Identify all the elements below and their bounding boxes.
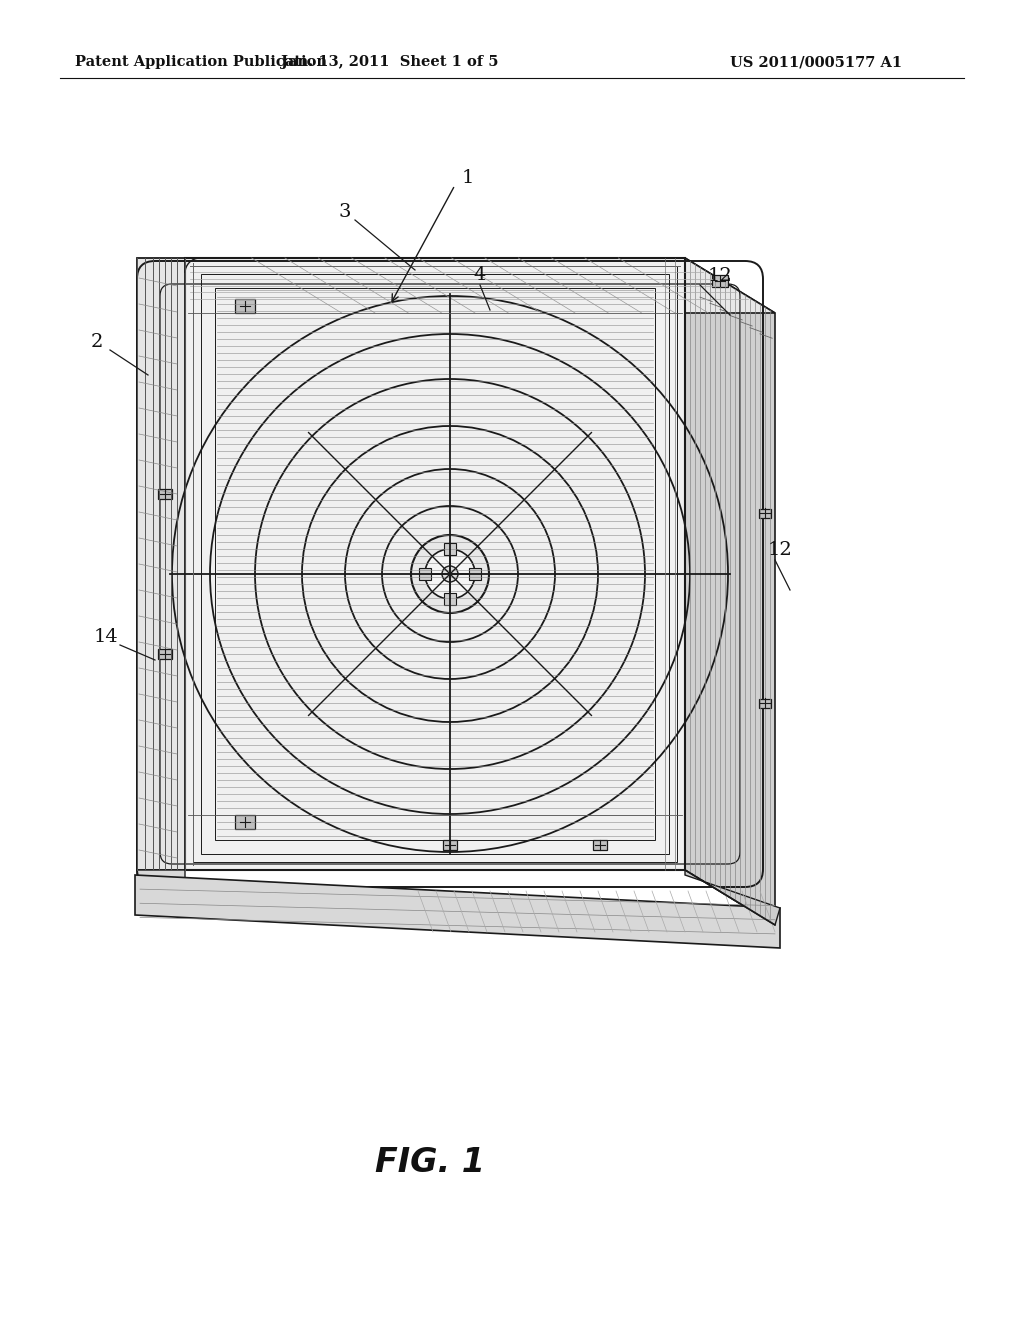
Polygon shape [685,870,780,925]
FancyBboxPatch shape [469,568,481,579]
Polygon shape [593,840,607,850]
Polygon shape [158,488,172,499]
Polygon shape [158,649,172,659]
Ellipse shape [425,549,475,599]
Text: 12: 12 [768,541,793,558]
Polygon shape [185,257,775,313]
Polygon shape [185,257,685,870]
Text: 14: 14 [93,628,119,645]
Text: 2: 2 [91,333,103,351]
Text: FIG. 1: FIG. 1 [375,1147,485,1180]
Polygon shape [759,508,771,517]
FancyBboxPatch shape [444,543,456,554]
Polygon shape [135,875,780,948]
Polygon shape [443,840,457,850]
Text: 1: 1 [462,169,474,187]
Polygon shape [137,257,185,870]
FancyBboxPatch shape [419,568,431,579]
Ellipse shape [411,535,489,612]
Circle shape [442,566,458,582]
Text: US 2011/0005177 A1: US 2011/0005177 A1 [730,55,902,69]
Polygon shape [236,814,255,829]
Text: 12: 12 [708,267,732,285]
Text: Patent Application Publication: Patent Application Publication [75,55,327,69]
Polygon shape [712,275,728,286]
Text: 3: 3 [339,203,351,220]
Polygon shape [759,698,771,708]
Text: 4: 4 [474,267,486,284]
FancyBboxPatch shape [444,593,456,605]
Text: Jan. 13, 2011  Sheet 1 of 5: Jan. 13, 2011 Sheet 1 of 5 [282,55,499,69]
Polygon shape [685,257,775,925]
Polygon shape [236,300,255,313]
Polygon shape [137,870,185,909]
